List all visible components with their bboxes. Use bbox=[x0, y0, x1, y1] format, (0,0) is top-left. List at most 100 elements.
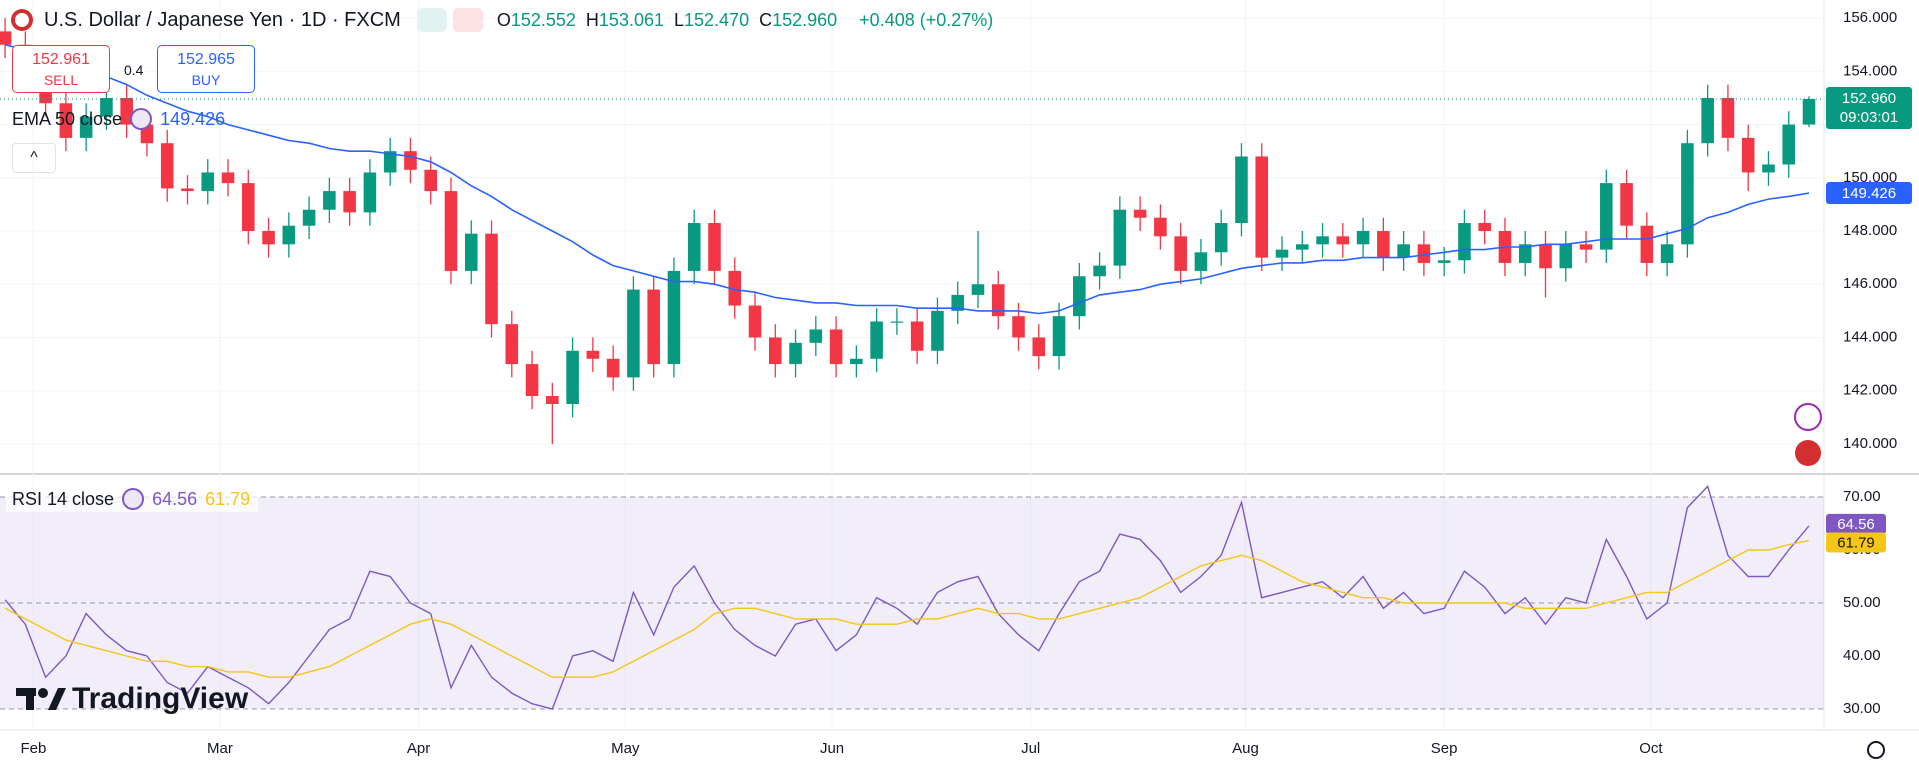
x-tick-label: Mar bbox=[207, 740, 233, 757]
candle-body bbox=[627, 289, 640, 378]
candle-body bbox=[687, 223, 701, 271]
candle-body bbox=[951, 294, 964, 311]
candle-body bbox=[464, 233, 478, 271]
candle-body bbox=[748, 305, 762, 338]
rsi-legend[interactable]: RSI 14 close 64.56 61.79 bbox=[6, 486, 259, 512]
candle-body bbox=[1701, 97, 1714, 144]
candle-body bbox=[769, 337, 782, 365]
buy-button[interactable]: 152.965 BUY bbox=[157, 45, 255, 93]
ohlc-value: 153.061 bbox=[598, 9, 664, 30]
candle-body bbox=[1518, 244, 1532, 263]
candle-body bbox=[404, 151, 417, 170]
candle-body bbox=[1539, 244, 1552, 269]
candle-body bbox=[1579, 244, 1593, 250]
rsi-value-label: 64.56 bbox=[1837, 516, 1875, 533]
candle-body bbox=[850, 358, 863, 365]
candle-body bbox=[424, 169, 437, 192]
sell-button[interactable]: 152.961 SELL bbox=[12, 45, 110, 93]
ema-price-badge bbox=[1826, 182, 1912, 205]
candle-body bbox=[1275, 249, 1289, 258]
data-indicator[interactable] bbox=[452, 8, 483, 32]
flag-icon bbox=[11, 9, 33, 31]
logo-text: TradingView bbox=[72, 682, 249, 715]
candle-body bbox=[1012, 316, 1025, 338]
candle-body bbox=[606, 358, 620, 378]
candle-body bbox=[870, 321, 883, 359]
candle-body bbox=[1620, 183, 1633, 226]
x-tick-label: Sep bbox=[1431, 740, 1458, 757]
alerts-icon[interactable] bbox=[1794, 403, 1822, 431]
sell-price: 152.961 bbox=[32, 51, 90, 68]
candle-body bbox=[0, 31, 12, 45]
logo[interactable]: TradingView bbox=[16, 682, 248, 716]
rsi-value-badge bbox=[1826, 532, 1886, 553]
ohlc-label: H bbox=[585, 9, 599, 30]
candle-body bbox=[1640, 225, 1654, 263]
y-tick-label: 148.000 bbox=[1843, 222, 1897, 239]
x-tick-label: Oct bbox=[1639, 740, 1663, 757]
rsi-ma-line bbox=[4, 539, 1810, 678]
candle-body bbox=[1113, 209, 1127, 266]
candle-body bbox=[1458, 223, 1471, 261]
candle-body bbox=[1681, 143, 1694, 245]
last-price-label: 152.960 bbox=[1842, 90, 1896, 107]
candle-body bbox=[1255, 156, 1269, 258]
x-tick-label: Apr bbox=[407, 740, 430, 757]
ohlc-value: 152.470 bbox=[684, 9, 750, 30]
y-tick-label: 70.00 bbox=[1843, 488, 1881, 505]
y-tick-label: 146.000 bbox=[1843, 275, 1897, 292]
candle-body bbox=[931, 310, 944, 351]
candle-body bbox=[1397, 244, 1410, 258]
candle-body bbox=[728, 270, 742, 306]
ema-name: EMA 50 close bbox=[12, 108, 123, 129]
x-tick-label: Jul bbox=[1021, 740, 1040, 757]
candle-body bbox=[829, 329, 843, 365]
candle-body bbox=[1336, 236, 1350, 245]
candle-body bbox=[1802, 99, 1816, 125]
candle-body bbox=[525, 364, 539, 397]
candle-body bbox=[566, 350, 579, 405]
ema-icon[interactable] bbox=[130, 108, 153, 130]
candle-body bbox=[1660, 244, 1674, 263]
y-tick-label: 150.000 bbox=[1843, 169, 1897, 186]
ohlc-label: C bbox=[759, 9, 773, 30]
symbol-title[interactable]: U.S. Dollar / Japanese Yen · 1D · FXCM bbox=[44, 8, 401, 31]
y-tick-label: 140.000 bbox=[1843, 435, 1897, 452]
ohlc-value: 152.960 bbox=[772, 9, 838, 30]
ema-value: 149.426 bbox=[160, 108, 226, 129]
candle-body bbox=[343, 191, 356, 213]
candle-body bbox=[485, 233, 498, 325]
candle-body bbox=[1295, 244, 1309, 250]
candle-body bbox=[1093, 265, 1106, 277]
market-open-indicator[interactable] bbox=[416, 8, 447, 32]
rsi-icon[interactable] bbox=[122, 488, 145, 510]
x-tick-label: May bbox=[611, 740, 640, 757]
candle-body bbox=[181, 188, 194, 192]
candle-body bbox=[1417, 244, 1431, 263]
ema-legend[interactable]: EMA 50 close 149.426 bbox=[12, 108, 225, 130]
rsi-value: 64.56 bbox=[152, 488, 198, 509]
settings-icon bbox=[1867, 741, 1885, 759]
candle-body bbox=[59, 103, 73, 138]
candle-body bbox=[444, 191, 458, 271]
candle-body bbox=[1782, 124, 1796, 165]
candle-body bbox=[242, 183, 255, 232]
spread: 0.4 bbox=[124, 62, 144, 78]
candle-body bbox=[1214, 223, 1228, 253]
candle-body bbox=[991, 284, 1005, 317]
candle-body bbox=[1235, 156, 1248, 224]
collapse-button[interactable]: ^ bbox=[12, 143, 56, 173]
candle-body bbox=[1316, 236, 1329, 245]
sell-label: SELL bbox=[43, 72, 79, 88]
price-change: +0.408 (+0.27%) bbox=[859, 9, 994, 30]
candle-body bbox=[1377, 231, 1390, 258]
flag-icon bbox=[1795, 440, 1821, 466]
candle-body bbox=[1559, 244, 1573, 269]
candle-body bbox=[708, 223, 721, 271]
x-tick-label: Aug bbox=[1232, 740, 1259, 757]
candle-body bbox=[201, 172, 215, 192]
y-tick-label: 50.00 bbox=[1843, 594, 1881, 611]
candle-body bbox=[1174, 236, 1187, 271]
